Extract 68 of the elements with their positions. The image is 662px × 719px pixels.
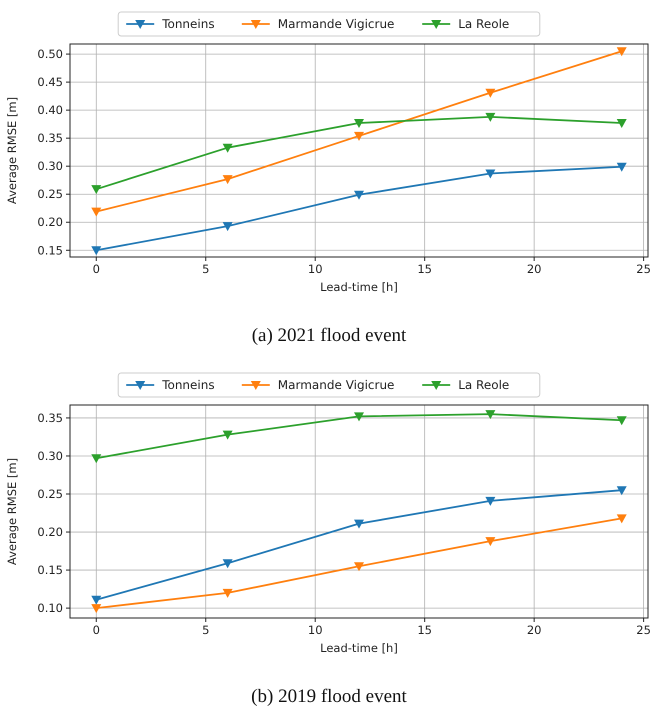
point	[222, 588, 233, 598]
legend-label: Marmande Vigicrue	[278, 17, 394, 31]
point	[616, 119, 627, 128]
point	[354, 520, 364, 529]
point	[485, 112, 496, 122]
point	[354, 132, 364, 141]
y-tick-label: 0.35	[37, 131, 63, 146]
point	[91, 604, 102, 614]
point	[616, 416, 627, 426]
point	[616, 47, 627, 56]
x-tick-label: 0	[92, 623, 100, 637]
y-tick-label: 0.50	[37, 47, 63, 62]
x-tick-label: 0	[92, 262, 100, 276]
y-tick-label: 0.30	[37, 159, 63, 174]
point	[91, 246, 102, 256]
legend-label: La Reole	[458, 17, 510, 31]
y-tick-label: 0.20	[37, 215, 63, 230]
y-tick-label: 0.15	[37, 243, 63, 258]
point	[354, 412, 364, 422]
point	[485, 88, 496, 98]
point	[91, 596, 102, 605]
x-tick-label: 15	[417, 623, 432, 637]
point	[354, 190, 364, 200]
y-axis-title: Average RMSE [m]	[5, 458, 19, 566]
point	[222, 222, 233, 232]
legend-label: Tonneins	[161, 17, 215, 31]
point	[222, 559, 233, 568]
x-tick-label: 25	[636, 623, 651, 637]
legend-label: La Reole	[458, 378, 510, 392]
point	[222, 144, 233, 153]
point	[485, 410, 496, 420]
y-tick-label: 0.45	[37, 75, 63, 90]
legend-label: Tonneins	[161, 378, 215, 392]
point	[91, 185, 102, 194]
point	[354, 562, 364, 572]
x-axis-title: Lead-time [h]	[320, 280, 398, 294]
x-tick-label: 10	[308, 262, 323, 276]
y-tick-label: 0.40	[37, 103, 63, 118]
y-axis-title: Average RMSE [m]	[5, 96, 19, 204]
point	[485, 537, 496, 546]
y-tick-label: 0.10	[37, 601, 63, 616]
y-tick-label: 0.25	[37, 487, 63, 502]
x-axis-title: Lead-time [h]	[320, 641, 398, 655]
y-tick-label: 0.35	[37, 410, 63, 425]
point	[222, 430, 233, 440]
point	[354, 119, 364, 128]
point	[91, 454, 102, 464]
x-tick-label: 5	[202, 623, 210, 637]
y-tick-label: 0.25	[37, 187, 63, 202]
y-tick-label: 0.20	[37, 525, 63, 540]
text: (a) 2021 flood event	[252, 325, 408, 346]
point	[485, 496, 496, 506]
point	[616, 162, 627, 172]
x-tick-label: 15	[417, 262, 432, 276]
point	[616, 486, 627, 496]
point	[91, 208, 102, 217]
y-tick-label: 0.30	[37, 448, 63, 463]
x-tick-label: 10	[308, 623, 323, 637]
legend-label: Marmande Vigicrue	[278, 378, 394, 392]
x-tick-label: 20	[526, 623, 542, 637]
x-tick-label: 25	[636, 262, 651, 276]
x-tick-label: 5	[202, 262, 210, 276]
point	[616, 514, 627, 524]
text: (b) 2019 flood event	[251, 686, 408, 707]
x-tick-label: 20	[526, 262, 542, 276]
point	[485, 169, 496, 178]
y-tick-label: 0.15	[37, 563, 63, 578]
point	[222, 175, 233, 184]
